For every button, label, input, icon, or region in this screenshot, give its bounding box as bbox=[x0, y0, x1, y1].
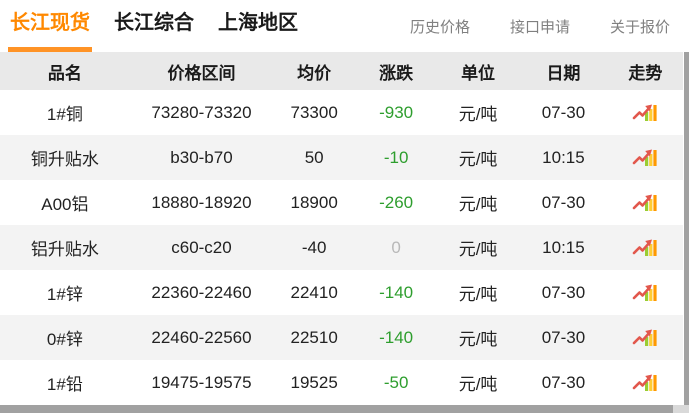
table-row: 铝升贴水 c60-c20 -40 0 元/吨 10:15 bbox=[0, 225, 683, 270]
col-header-date: 日期 bbox=[546, 63, 581, 83]
price-range-cell: 19475-19575 bbox=[151, 372, 252, 392]
tab-shanghai-area[interactable]: 上海地区 bbox=[218, 12, 298, 34]
horizontal-scrollbar-thumb[interactable] bbox=[0, 405, 673, 413]
price-change-cell: -50 bbox=[383, 372, 409, 392]
average-price-cell: 73300 bbox=[290, 102, 338, 122]
average-price-cell: 50 bbox=[304, 147, 324, 167]
table-row: 0#锌 22460-22560 22510 -140 元/吨 07-30 bbox=[0, 315, 683, 360]
col-header-trend: 走势 bbox=[628, 63, 663, 83]
col-header-average: 均价 bbox=[297, 63, 332, 83]
tab-bar: 长江现货 长江综合 上海地区 历史价格 接口申请 关于报价 bbox=[0, 0, 689, 52]
product-name-cell: 1#锌 bbox=[46, 285, 83, 304]
unit-cell: 元/吨 bbox=[458, 105, 498, 124]
price-change-cell: 0 bbox=[391, 237, 401, 257]
date-cell: 07-30 bbox=[541, 282, 586, 302]
trend-chart-icon[interactable] bbox=[632, 283, 658, 303]
trend-cell bbox=[608, 328, 683, 348]
trend-chart-icon[interactable] bbox=[632, 193, 658, 213]
price-range-cell: 22360-22460 bbox=[151, 282, 252, 302]
col-header-unit: 单位 bbox=[461, 63, 496, 83]
trend-cell bbox=[608, 103, 683, 123]
link-about-quotes[interactable]: 关于报价 bbox=[609, 18, 670, 36]
date-cell: 07-30 bbox=[541, 327, 586, 347]
trend-chart-icon[interactable] bbox=[632, 103, 658, 123]
col-header-change: 涨跌 bbox=[379, 63, 414, 83]
date-cell: 10:15 bbox=[542, 237, 585, 257]
average-price-cell: 22510 bbox=[290, 327, 338, 347]
price-range-cell: b30-b70 bbox=[170, 147, 233, 167]
price-range-cell: c60-c20 bbox=[171, 237, 232, 257]
price-change-cell: -10 bbox=[383, 147, 409, 167]
trend-cell bbox=[608, 283, 683, 303]
price-table: 品名 价格区间 均价 涨跌 单位 日期 走势 1#铜 73280-73320 7… bbox=[0, 52, 683, 405]
unit-cell: 元/吨 bbox=[458, 195, 498, 214]
trend-cell bbox=[608, 148, 683, 168]
average-price-cell: 19525 bbox=[290, 372, 338, 392]
table-row: 铜升贴水 b30-b70 50 -10 元/吨 10:15 bbox=[0, 135, 683, 180]
price-range-cell: 73280-73320 bbox=[151, 102, 252, 122]
average-price-cell: -40 bbox=[301, 237, 327, 257]
price-range-cell: 22460-22560 bbox=[151, 327, 252, 347]
table-row: 1#铅 19475-19575 19525 -50 元/吨 07-30 bbox=[0, 360, 683, 405]
link-history-prices[interactable]: 历史价格 bbox=[409, 18, 470, 36]
product-name-cell: 铝升贴水 bbox=[30, 240, 99, 259]
trend-chart-icon[interactable] bbox=[632, 373, 658, 393]
unit-cell: 元/吨 bbox=[458, 375, 498, 394]
product-name-cell: 1#铜 bbox=[46, 105, 83, 124]
average-price-cell: 22410 bbox=[290, 282, 338, 302]
table-body: 1#铜 73280-73320 73300 -930 元/吨 07-30 铜升贴… bbox=[0, 90, 683, 405]
average-price-cell: 18900 bbox=[290, 192, 338, 212]
price-change-cell: -260 bbox=[379, 192, 414, 212]
unit-cell: 元/吨 bbox=[458, 240, 498, 259]
unit-cell: 元/吨 bbox=[458, 285, 498, 304]
tab-changjiang-composite[interactable]: 长江综合 bbox=[114, 12, 194, 34]
link-api-apply[interactable]: 接口申请 bbox=[509, 18, 570, 36]
unit-cell: 元/吨 bbox=[458, 330, 498, 349]
tab-changjiang-spot[interactable]: 长江现货 bbox=[8, 0, 92, 52]
product-name-cell: 1#铅 bbox=[46, 375, 83, 394]
trend-cell bbox=[608, 373, 683, 393]
price-change-cell: -140 bbox=[379, 282, 414, 302]
table-row: 1#铜 73280-73320 73300 -930 元/吨 07-30 bbox=[0, 90, 683, 135]
date-cell: 07-30 bbox=[541, 192, 586, 212]
col-header-range: 价格区间 bbox=[167, 63, 236, 83]
col-header-product: 品名 bbox=[47, 63, 82, 83]
horizontal-scrollbar[interactable] bbox=[0, 405, 689, 413]
trend-cell bbox=[608, 238, 683, 258]
product-name-cell: 铜升贴水 bbox=[30, 150, 99, 169]
vertical-scrollbar-thumb[interactable] bbox=[684, 52, 689, 405]
table-header-row: 品名 价格区间 均价 涨跌 单位 日期 走势 bbox=[0, 52, 683, 90]
trend-chart-icon[interactable] bbox=[632, 238, 658, 258]
unit-cell: 元/吨 bbox=[458, 150, 498, 169]
price-range-cell: 18880-18920 bbox=[151, 192, 252, 212]
price-change-cell: -140 bbox=[379, 327, 414, 347]
date-cell: 07-30 bbox=[541, 102, 586, 122]
product-name-cell: 0#锌 bbox=[46, 330, 83, 349]
trend-cell bbox=[608, 193, 683, 213]
date-cell: 07-30 bbox=[541, 372, 586, 392]
product-name-cell: A00铝 bbox=[41, 195, 89, 214]
trend-chart-icon[interactable] bbox=[632, 148, 658, 168]
table-row: A00铝 18880-18920 18900 -260 元/吨 07-30 bbox=[0, 180, 683, 225]
date-cell: 10:15 bbox=[542, 147, 585, 167]
table-row: 1#锌 22360-22460 22410 -140 元/吨 07-30 bbox=[0, 270, 683, 315]
trend-chart-icon[interactable] bbox=[632, 328, 658, 348]
price-change-cell: -930 bbox=[379, 102, 414, 122]
scrollbar-corner bbox=[673, 405, 689, 413]
